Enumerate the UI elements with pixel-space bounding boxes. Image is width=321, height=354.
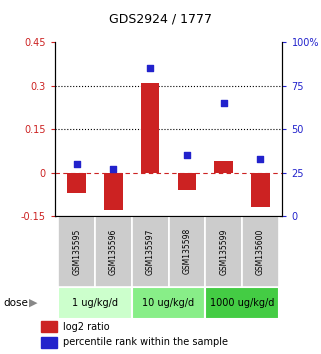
Bar bbox=[251, 172, 270, 207]
Bar bbox=[132, 287, 205, 319]
Text: ▶: ▶ bbox=[29, 298, 37, 308]
Bar bbox=[95, 216, 132, 287]
Text: GSM135598: GSM135598 bbox=[182, 228, 191, 274]
Bar bbox=[58, 287, 132, 319]
Bar bbox=[58, 216, 95, 287]
Bar bbox=[205, 287, 279, 319]
Text: 10 ug/kg/d: 10 ug/kg/d bbox=[143, 298, 195, 308]
Bar bbox=[67, 172, 86, 193]
Text: GDS2924 / 1777: GDS2924 / 1777 bbox=[109, 12, 212, 25]
Point bbox=[258, 156, 263, 161]
Point bbox=[184, 152, 189, 158]
Bar bbox=[41, 321, 57, 332]
Bar bbox=[242, 216, 279, 287]
Point bbox=[221, 101, 226, 106]
Text: 1000 ug/kg/d: 1000 ug/kg/d bbox=[210, 298, 274, 308]
Text: 1 ug/kg/d: 1 ug/kg/d bbox=[72, 298, 118, 308]
Text: GSM135599: GSM135599 bbox=[219, 228, 228, 275]
Bar bbox=[205, 216, 242, 287]
Bar bbox=[132, 216, 169, 287]
Text: dose: dose bbox=[3, 298, 28, 308]
Text: GSM135595: GSM135595 bbox=[72, 228, 81, 275]
Bar bbox=[41, 337, 57, 348]
Point bbox=[74, 161, 79, 167]
Text: GSM135600: GSM135600 bbox=[256, 228, 265, 275]
Point bbox=[148, 66, 153, 72]
Text: log2 ratio: log2 ratio bbox=[63, 321, 109, 332]
Text: GSM135596: GSM135596 bbox=[109, 228, 118, 275]
Text: percentile rank within the sample: percentile rank within the sample bbox=[63, 337, 228, 348]
Bar bbox=[104, 172, 123, 210]
Bar bbox=[178, 172, 196, 190]
Point bbox=[111, 166, 116, 172]
Bar bbox=[169, 216, 205, 287]
Bar bbox=[214, 161, 233, 172]
Text: GSM135597: GSM135597 bbox=[146, 228, 155, 275]
Bar bbox=[141, 83, 159, 172]
